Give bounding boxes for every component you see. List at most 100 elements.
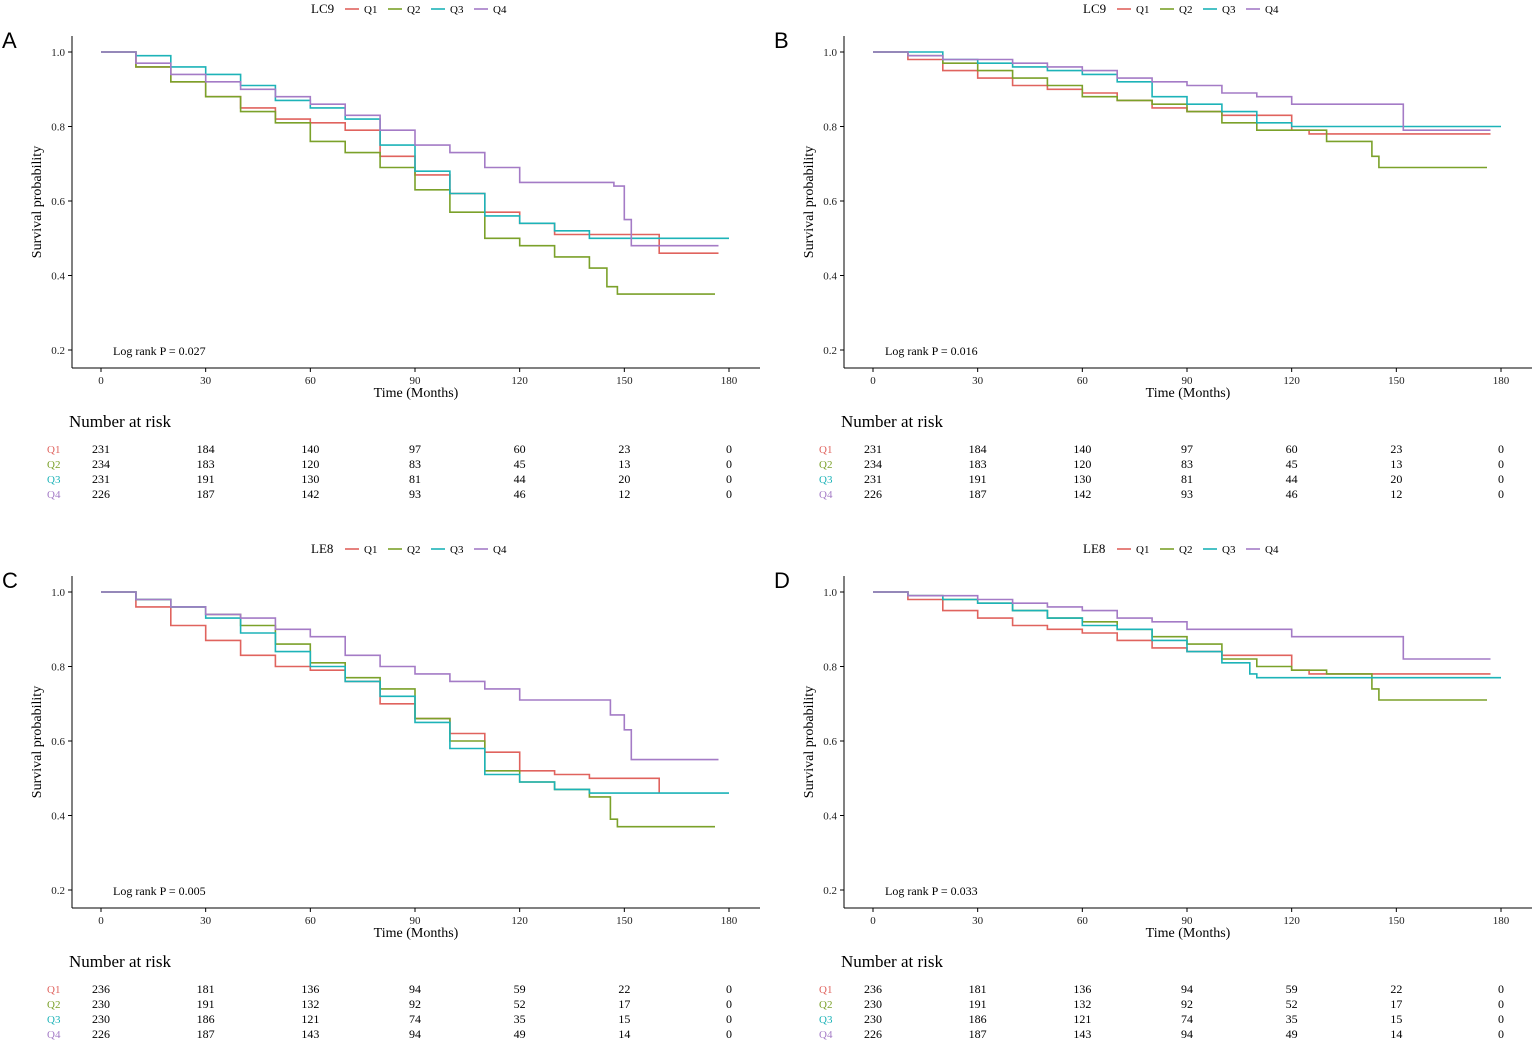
legend-label-q1: Q1: [1136, 4, 1149, 16]
risk-cell: 0: [1498, 472, 1504, 486]
risk-row-label-q1: Q1: [819, 984, 832, 996]
risk-cell: 191: [969, 472, 987, 486]
risk-cell: 12: [618, 487, 630, 501]
legend-label-q3: Q3: [1222, 4, 1236, 16]
risk-cell: 17: [1390, 997, 1402, 1011]
risk-cell: 13: [618, 457, 630, 471]
risk-cell: 0: [1498, 1027, 1504, 1041]
risk-cell: 59: [514, 982, 526, 996]
risk-cell: 0: [726, 1012, 732, 1026]
risk-cell: 92: [409, 997, 421, 1011]
logrank-pvalue: Log rank P = 0.016: [885, 344, 978, 358]
risk-row-label-q4: Q4: [819, 1029, 833, 1041]
legend-label-q4: Q4: [493, 4, 507, 16]
y-axis-title: Survival probability: [802, 146, 817, 258]
risk-cell: 0: [726, 997, 732, 1011]
legend-label-q3: Q3: [450, 544, 464, 556]
risk-cell: 46: [514, 487, 526, 501]
risk-cell: 35: [1286, 1012, 1298, 1026]
risk-cell: 120: [1073, 457, 1091, 471]
survival-curve-q2: [873, 51, 1487, 169]
risk-cell: 81: [409, 472, 421, 486]
risk-cell: 143: [1073, 1027, 1091, 1041]
x-tick-label: 180: [721, 915, 738, 927]
risk-cell: 226: [864, 487, 882, 501]
risk-cell: 83: [409, 457, 421, 471]
risk-cell: 0: [1498, 457, 1504, 471]
x-tick-label: 30: [972, 915, 984, 927]
y-tick-label: 0.4: [823, 811, 837, 823]
risk-cell: 81: [1181, 472, 1193, 486]
risk-cell: 143: [301, 1027, 319, 1041]
legend: LC9 Q1 Q2 Q3 Q4: [1083, 1, 1279, 16]
x-tick-label: 120: [511, 375, 528, 387]
legend-title: LC9: [1083, 1, 1106, 16]
risk-cell: 0: [726, 487, 732, 501]
risk-cell: 187: [969, 1027, 987, 1041]
risk-cell: 236: [92, 982, 110, 996]
risk-cell: 234: [92, 457, 110, 471]
risk-cell: 94: [1181, 982, 1193, 996]
risk-table: Number at risk Q1 231 184 140 97 60 23 0 Q2 234 183…: [47, 412, 732, 501]
risk-cell: 94: [1181, 1027, 1193, 1041]
risk-cell: 181: [197, 982, 215, 996]
risk-cell: 230: [864, 1012, 882, 1026]
x-tick-label: 30: [200, 915, 212, 927]
y-tick-label: 0.8: [51, 662, 65, 674]
y-tick-label: 0.4: [823, 271, 837, 283]
risk-cell: 136: [301, 982, 319, 996]
y-tick-label: 0.2: [51, 345, 65, 357]
y-tick-label: 0.4: [51, 811, 65, 823]
x-tick-label: 120: [1283, 375, 1300, 387]
x-tick-label: 0: [98, 915, 104, 927]
y-tick-label: 0.6: [51, 196, 65, 208]
y-tick-label: 0.8: [51, 122, 65, 134]
risk-row-label-q2: Q2: [819, 999, 832, 1011]
risk-cell: 93: [409, 487, 421, 501]
risk-cell: 0: [726, 472, 732, 486]
risk-cell: 44: [514, 472, 526, 486]
risk-row-label-q1: Q1: [47, 984, 60, 996]
y-tick-label: 0.8: [823, 662, 837, 674]
risk-cell: 52: [514, 997, 526, 1011]
x-tick-label: 30: [972, 375, 984, 387]
risk-cell: 20: [618, 472, 630, 486]
risk-table: Number at risk Q1 231 184 140 97 60 23 0 Q2 234 183…: [819, 412, 1504, 501]
risk-cell: 130: [301, 472, 319, 486]
x-tick-label: 0: [870, 375, 876, 387]
risk-cell: 191: [197, 472, 215, 486]
y-axis-title: Survival probability: [802, 686, 817, 798]
risk-cell: 0: [1498, 487, 1504, 501]
risk-cell: 183: [969, 457, 987, 471]
risk-cell: 92: [1181, 997, 1193, 1011]
risk-cell: 46: [1286, 487, 1298, 501]
risk-table-title: Number at risk: [841, 952, 943, 971]
risk-cell: 0: [1498, 982, 1504, 996]
legend-label-q4: Q4: [1265, 544, 1279, 556]
risk-row-label-q1: Q1: [47, 444, 60, 456]
legend: LE8 Q1 Q2 Q3 Q4: [311, 541, 507, 556]
risk-cell: 17: [618, 997, 630, 1011]
risk-cell: 132: [301, 997, 319, 1011]
x-tick-label: 0: [870, 915, 876, 927]
risk-cell: 60: [1286, 442, 1298, 456]
x-tick-label: 90: [1182, 375, 1194, 387]
risk-cell: 184: [197, 442, 215, 456]
risk-row-label-q3: Q3: [47, 1014, 61, 1026]
logrank-pvalue: Log rank P = 0.005: [113, 884, 206, 898]
legend-title: LC9: [311, 1, 334, 16]
legend-label-q2: Q2: [1179, 4, 1192, 16]
survival-curve-q4: [101, 51, 719, 247]
x-axis-title: Time (Months): [374, 926, 459, 941]
risk-row-label-q4: Q4: [47, 1029, 61, 1041]
risk-row-label-q2: Q2: [819, 459, 832, 471]
risk-cell: 0: [726, 1027, 732, 1041]
survival-curve-q3: [101, 51, 729, 240]
x-tick-label: 180: [1493, 375, 1510, 387]
risk-cell: 230: [92, 1012, 110, 1026]
risk-cell: 44: [1286, 472, 1298, 486]
x-tick-label: 150: [1388, 375, 1405, 387]
risk-cell: 22: [1390, 982, 1402, 996]
y-tick-label: 0.6: [823, 736, 837, 748]
